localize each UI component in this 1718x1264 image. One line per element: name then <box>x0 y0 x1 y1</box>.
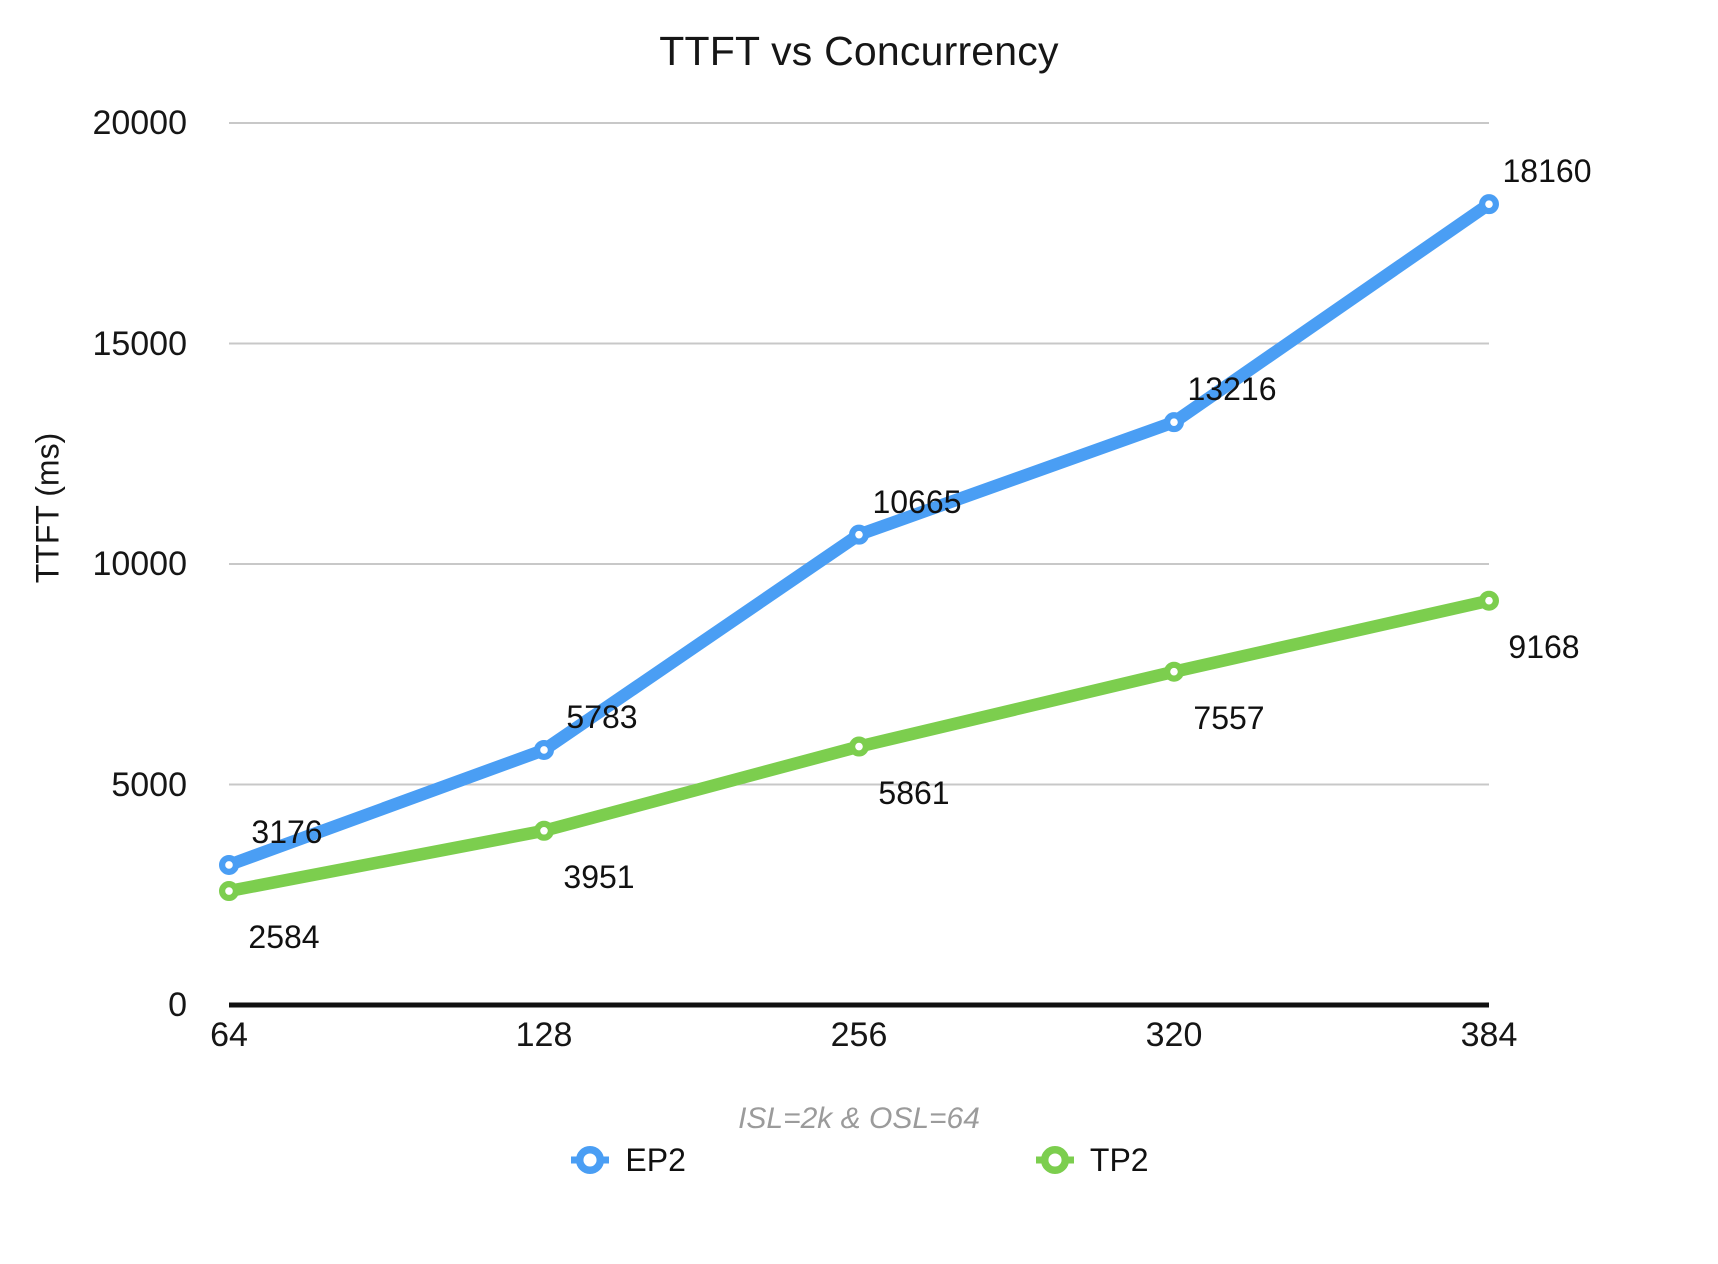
y-tick-0: 0 <box>168 986 187 1024</box>
marker-tp2-128 <box>533 820 554 841</box>
x-axis-note: ISL=2k & OSL=64 <box>738 1102 980 1135</box>
marker-ep2-128 <box>533 739 554 760</box>
x-tick-320: 320 <box>1145 1016 1203 1054</box>
value-label-tp2-128: 3951 <box>563 858 635 895</box>
legend-label-ep2: EP2 <box>625 1141 686 1178</box>
chart-legend: EP2 TP2 <box>0 1138 1718 1182</box>
y-tick-20000: 20000 <box>92 104 187 142</box>
legend-label-tp2: TP2 <box>1089 1141 1149 1178</box>
marker-tp2-320 <box>1163 661 1184 682</box>
value-label-ep2-256: 10665 <box>872 483 962 520</box>
marker-tp2-384 <box>1478 590 1499 611</box>
y-tick-15000: 15000 <box>92 324 187 363</box>
y-tick-10000: 10000 <box>92 545 187 583</box>
value-label-ep2-320: 13216 <box>1187 371 1277 408</box>
marker-tp2-64 <box>219 881 240 902</box>
value-label-ep2-64: 3176 <box>251 813 323 850</box>
legend-marker-ep2-icon <box>571 1145 610 1175</box>
x-tick-64: 64 <box>210 1016 248 1054</box>
value-label-tp2-384: 9168 <box>1508 628 1580 665</box>
value-label-ep2-384: 18160 <box>1502 153 1592 190</box>
marker-ep2-64 <box>219 854 240 875</box>
x-tick-128: 128 <box>515 1016 573 1054</box>
value-label-tp2-64: 2584 <box>248 919 320 956</box>
marker-tp2-256 <box>848 736 869 757</box>
chart-title: TTFT vs Concurrency <box>659 28 1059 74</box>
legend-item-tp2: TP2 <box>1034 1142 1149 1179</box>
x-tick-384: 384 <box>1460 1016 1518 1054</box>
legend-item-ep2: EP2 <box>569 1141 686 1179</box>
legend-marker-tp2-icon <box>1035 1145 1074 1175</box>
x-tick-256: 256 <box>830 1016 888 1054</box>
value-label-tp2-256: 5861 <box>878 774 950 811</box>
marker-ep2-320 <box>1163 412 1184 433</box>
value-label-ep2-128: 5783 <box>566 698 638 735</box>
marker-ep2-384 <box>1478 194 1499 215</box>
marker-ep2-256 <box>848 524 869 545</box>
y-tick-5000: 5000 <box>111 765 187 804</box>
value-label-tp2-320: 7557 <box>1193 699 1265 736</box>
